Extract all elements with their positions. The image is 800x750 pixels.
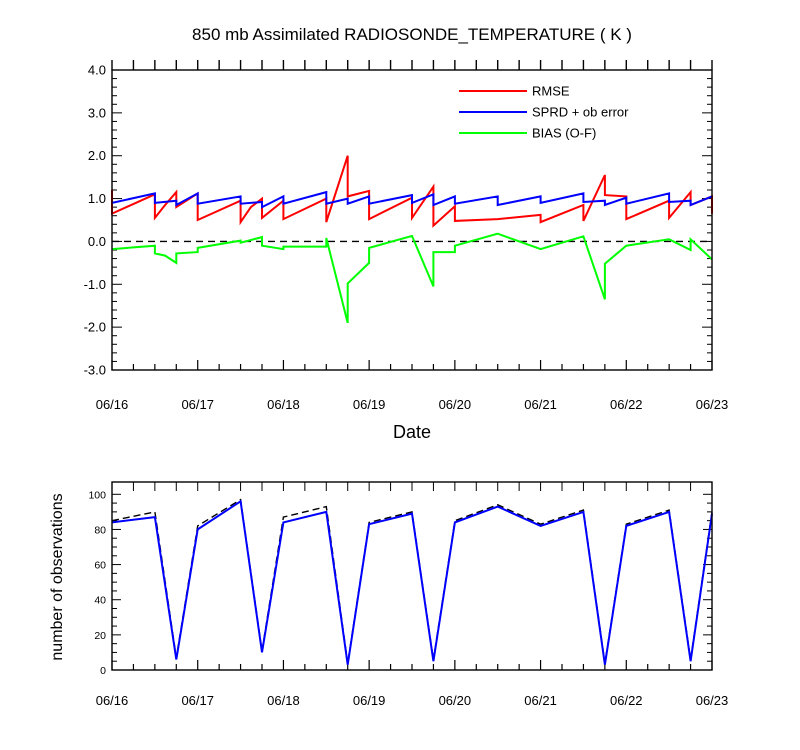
x-tick-label: 06/18 [267, 693, 300, 708]
top-chart-plot-frame [111, 69, 713, 371]
legend-entry: BIAS (O-F) [532, 126, 596, 141]
legend: RMSE SPRD + ob error BIAS (O-F) [459, 84, 629, 141]
top-chart-y-tick-labels: 4.0 3.0 2.0 1.0 0.0 -1.0 -2.0 -3.0 [84, 63, 106, 378]
x-tick-label: 06/23 [696, 397, 729, 412]
x-tick-label: 06/18 [267, 397, 300, 412]
y-tick-label: 60 [94, 560, 106, 572]
y-tick-label: -1.0 [84, 277, 106, 292]
y-tick-label: -3.0 [84, 363, 106, 378]
y-tick-label: 100 [88, 489, 106, 501]
top-chart-series [111, 155, 713, 324]
top-chart-ticks [111, 60, 713, 371]
x-tick-label: 06/17 [181, 397, 214, 412]
y-tick-label: 0 [100, 665, 106, 677]
x-tick-label: 06/21 [524, 397, 557, 412]
x-tick-label: 06/22 [610, 693, 643, 708]
series-line-rmse [111, 155, 713, 228]
y-tick-label: 0.0 [88, 234, 106, 249]
y-tick-label: 1.0 [88, 191, 106, 206]
bottom-chart-plot-frame [111, 481, 713, 671]
series-line-bias-o-f [111, 232, 713, 324]
y-tick-label: 20 [94, 630, 106, 642]
series-line-sprd-ob-error [111, 190, 713, 209]
x-tick-label: 06/21 [524, 693, 557, 708]
x-tick-label: 06/17 [181, 693, 214, 708]
top-chart-x-tick-labels: 06/16 06/17 06/18 06/19 06/20 06/21 06/22 06/23 [96, 397, 729, 412]
x-tick-label: 06/20 [439, 693, 472, 708]
y-axis-label: number of observations [49, 493, 66, 660]
chart-title: 850 mb Assimilated RADIOSONDE_TEMPERATUR… [192, 25, 632, 44]
x-tick-label: 06/16 [96, 693, 129, 708]
x-axis-label: Date [393, 422, 431, 442]
legend-entry: RMSE [532, 84, 570, 99]
bottom-chart-y-tick-labels: 100 80 60 40 20 0 [88, 489, 106, 677]
series-line-total [111, 498, 713, 664]
y-tick-label: -2.0 [84, 320, 106, 335]
y-tick-label: 4.0 [88, 63, 106, 78]
y-tick-label: 40 [94, 595, 106, 607]
bottom-chart-x-tick-labels: 06/16 06/17 06/18 06/19 06/20 06/21 06/22 06/23 [96, 693, 729, 708]
legend-entry: SPRD + ob error [532, 105, 629, 120]
y-tick-label: 3.0 [88, 105, 106, 120]
x-tick-label: 06/20 [439, 397, 472, 412]
bottom-chart-series [111, 498, 713, 665]
x-tick-label: 06/23 [696, 693, 729, 708]
x-tick-label: 06/19 [353, 693, 386, 708]
x-tick-label: 06/16 [96, 397, 129, 412]
top-chart-panel: 850 mb Assimilated RADIOSONDE_TEMPERATUR… [84, 25, 729, 442]
y-tick-label: 2.0 [88, 148, 106, 163]
y-tick-label: 80 [94, 524, 106, 536]
x-tick-label: 06/19 [353, 397, 386, 412]
series-line-assimilated [111, 499, 713, 665]
x-tick-label: 06/22 [610, 397, 643, 412]
bottom-chart-ticks [111, 482, 713, 671]
